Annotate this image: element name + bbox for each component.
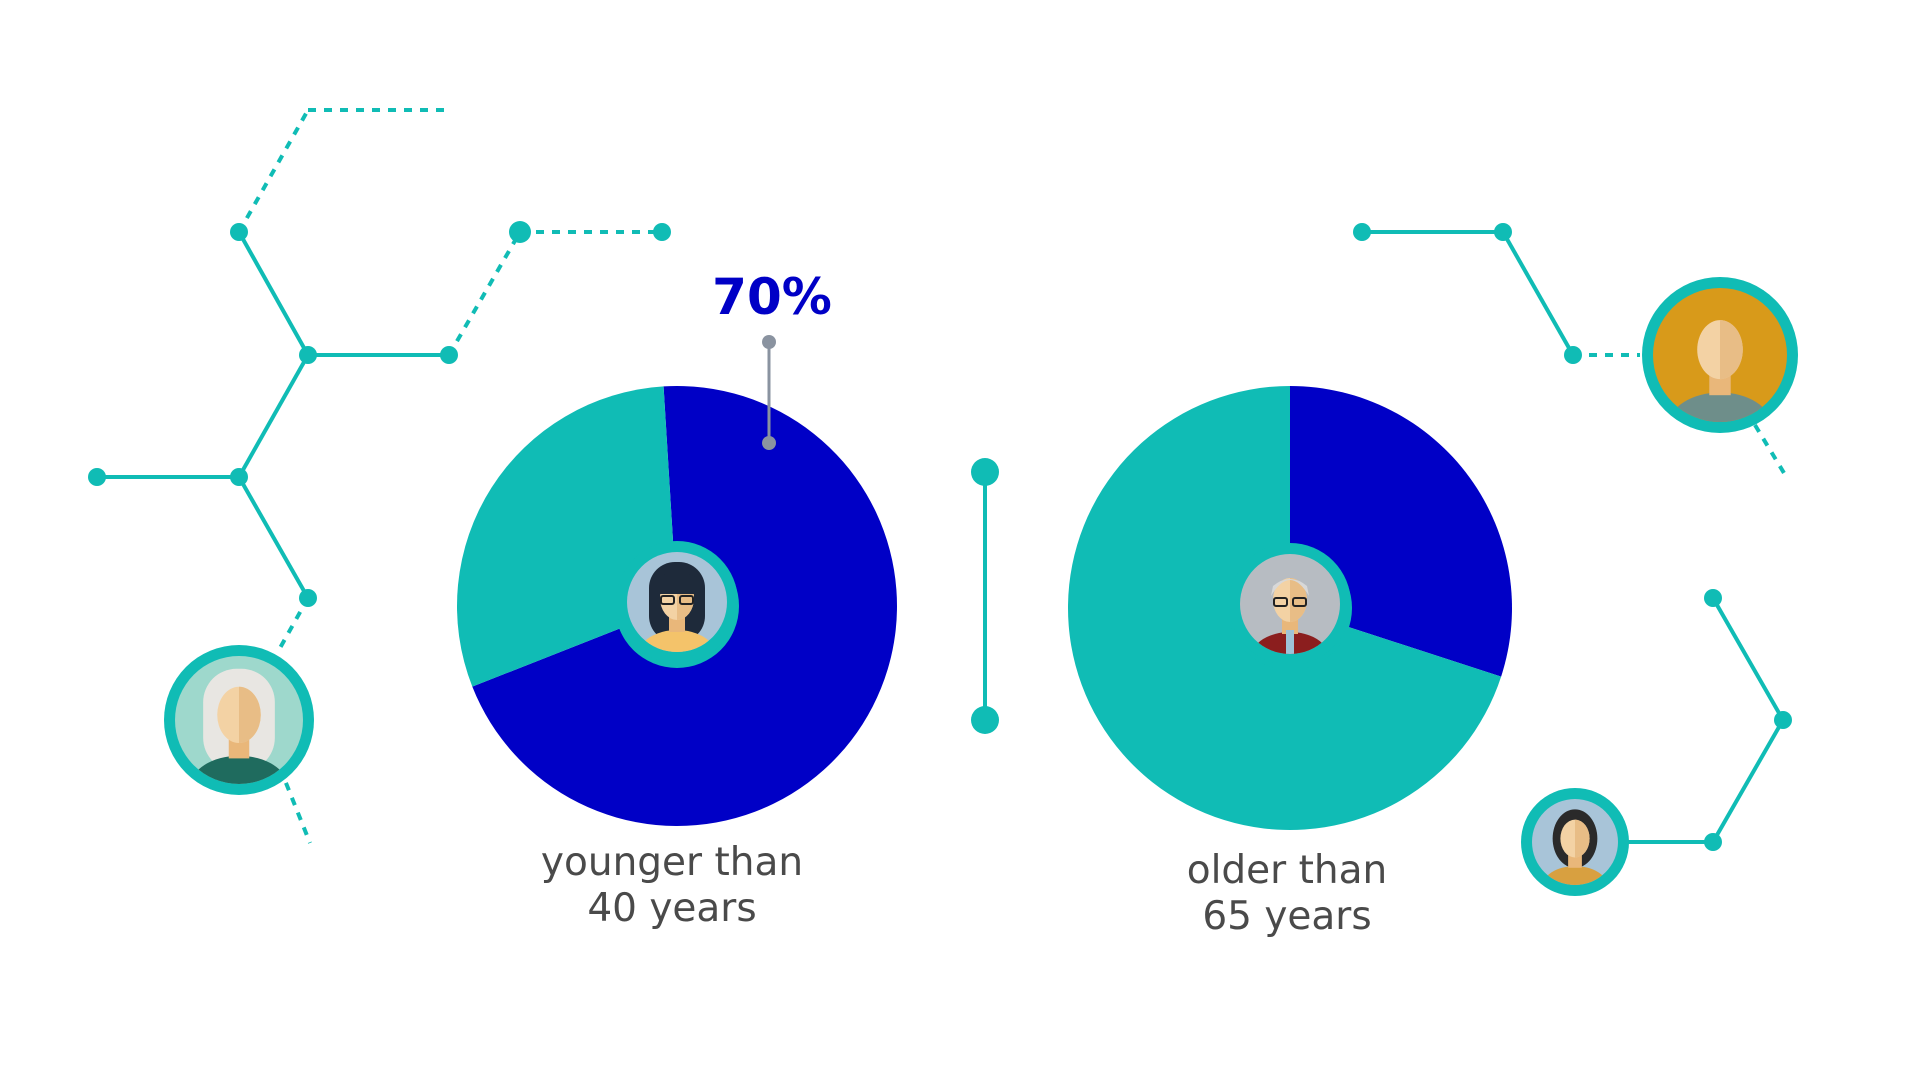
- connector-dot-7: [653, 223, 671, 241]
- connector-dot-4: [88, 468, 106, 486]
- avatar-elderly-man-face-shade: [1290, 578, 1307, 622]
- avatar-young-woman-glasses-left: [660, 595, 675, 605]
- annotation-70-percent: 70%: [712, 268, 832, 326]
- connector-dot-14: [971, 458, 999, 486]
- connector-line-7: [1711, 597, 1785, 721]
- avatar-elderly-woman-face-shade: [239, 686, 261, 744]
- avatar-elderly-woman-body: [190, 755, 288, 784]
- avatar-elderly-man-tie: [1286, 630, 1294, 654]
- connector-line-6: [1501, 231, 1575, 356]
- pie-young-label: younger than 40 years: [462, 840, 882, 932]
- avatar-bald-man: [1642, 277, 1798, 433]
- avatar-woman-dark-hair-body: [1542, 866, 1608, 885]
- connector-dot-13: [1704, 833, 1722, 851]
- connector-line-0: [237, 231, 310, 356]
- connector-dashed-7: [278, 767, 312, 844]
- avatar-woman-dark-hair-face-shade: [1575, 819, 1590, 858]
- pie-old-label: older than 65 years: [1077, 848, 1497, 940]
- avatar-woman-dark-hair: [1521, 788, 1629, 896]
- avatar-young-woman-glasses-right: [679, 595, 694, 605]
- connector-dot-12: [1774, 711, 1792, 729]
- connector-dot-2: [440, 346, 458, 364]
- pie-young-label-line2: 40 years: [587, 886, 757, 931]
- connector-dashed-0: [237, 109, 310, 233]
- connector-dashed-2: [447, 231, 522, 356]
- avatar-young-woman: [616, 541, 738, 663]
- pie-old-label-line1: older than: [1186, 848, 1388, 893]
- pie-old-label-line2: 65 years: [1202, 894, 1372, 939]
- network-decoration: [88, 108, 1792, 851]
- pie-young-label-line1: younger than: [540, 840, 804, 885]
- connector-dot-15: [971, 706, 999, 734]
- connector-dashed-5: [1753, 423, 1789, 480]
- connector-dot-8: [1353, 223, 1371, 241]
- avatar-elderly-man-hair: [1271, 579, 1309, 596]
- avatar-elderly-man-glasses-right: [1292, 597, 1307, 607]
- avatar-bald-man-face-shade: [1720, 320, 1743, 380]
- avatar-elderly-woman: [164, 645, 314, 795]
- connector-dot-11: [1704, 589, 1722, 607]
- connector-dot-3: [230, 468, 248, 486]
- avatar-bald-man-body: [1669, 392, 1771, 422]
- connector-line-8: [1711, 719, 1785, 843]
- avatar-elderly-man-body: [1252, 632, 1328, 654]
- avatar-young-woman-bangs: [657, 572, 697, 594]
- connector-dot-9: [1494, 223, 1512, 241]
- connector-dot-0: [230, 223, 248, 241]
- connector-dot-1: [299, 346, 317, 364]
- avatar-elderly-man-glasses-left: [1273, 597, 1288, 607]
- connector-dot-10: [1564, 346, 1582, 364]
- connector-dot-5: [299, 589, 317, 607]
- annotation-dot-top: [762, 335, 776, 349]
- connector-line-4: [237, 476, 310, 599]
- avatar-elderly-man: [1229, 543, 1351, 665]
- avatar-group: [164, 277, 1798, 896]
- annotation-dot-bottom: [762, 436, 776, 450]
- connector-line-2: [237, 354, 310, 478]
- connector-dot-6: [509, 221, 531, 243]
- avatar-young-woman-body: [639, 630, 715, 652]
